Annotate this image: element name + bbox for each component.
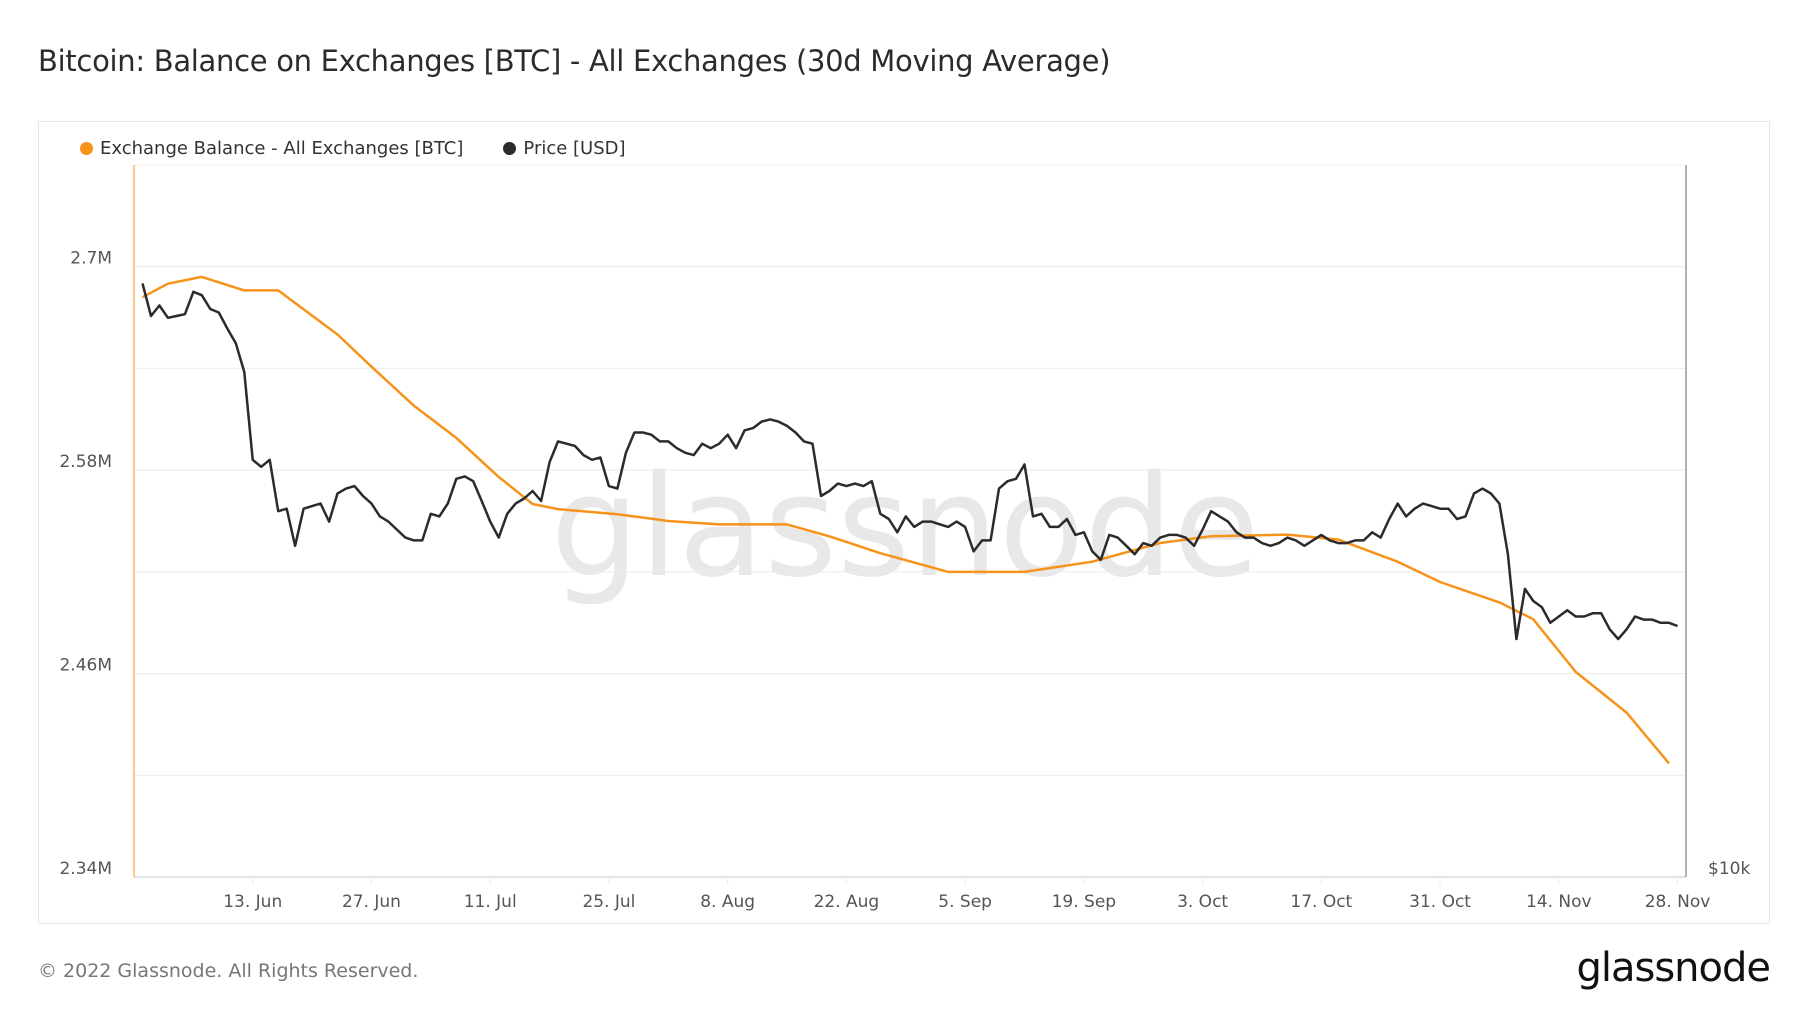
black-dot-icon: [503, 142, 517, 155]
legend-label: Price [USD]: [523, 138, 626, 159]
x-tick-label: 8. Aug: [700, 892, 755, 912]
legend-item-balance[interactable]: Exchange Balance - All Exchanges [BTC]: [80, 138, 463, 159]
x-tick-label: 31. Oct: [1409, 892, 1471, 912]
y-tick-label: 2.7M: [70, 249, 112, 269]
y-tick-label: 2.34M: [59, 859, 112, 879]
x-tick-label: 27. Jun: [342, 892, 401, 912]
x-tick-label: 28. Nov: [1645, 892, 1711, 912]
glassnode-logo: glassnode: [1576, 945, 1771, 991]
orange-dot-icon: [80, 142, 93, 155]
y-tick-label: 2.46M: [59, 656, 112, 676]
price-line: [141, 283, 1678, 641]
x-tick-label: 3. Oct: [1177, 892, 1228, 912]
x-tick-label: 25. Jul: [582, 892, 635, 912]
legend: Exchange Balance - All Exchanges [BTC] P…: [80, 138, 626, 159]
copyright: © 2022 Glassnode. All Rights Reserved.: [38, 960, 419, 982]
watermark: glassnode: [551, 446, 1260, 609]
legend-item-price[interactable]: Price [USD]: [503, 138, 626, 159]
x-tick-label: 11. Jul: [464, 892, 517, 912]
balance-line: [141, 275, 1670, 765]
x-tick-label: 19. Sep: [1052, 892, 1116, 912]
x-tick-label: 14. Nov: [1526, 892, 1592, 912]
y-tick-label: 2.58M: [59, 452, 112, 472]
chart-container: [38, 121, 1770, 924]
chart-title: Bitcoin: Balance on Exchanges [BTC] - Al…: [38, 44, 1111, 78]
x-tick-label: 22. Aug: [814, 892, 880, 912]
legend-label: Exchange Balance - All Exchanges [BTC]: [100, 138, 464, 159]
y-right-tick-label: $10k: [1708, 859, 1750, 879]
x-tick-label: 5. Sep: [938, 892, 992, 912]
x-tick-label: 17. Oct: [1290, 892, 1352, 912]
x-tick-label: 13. Jun: [223, 892, 282, 912]
